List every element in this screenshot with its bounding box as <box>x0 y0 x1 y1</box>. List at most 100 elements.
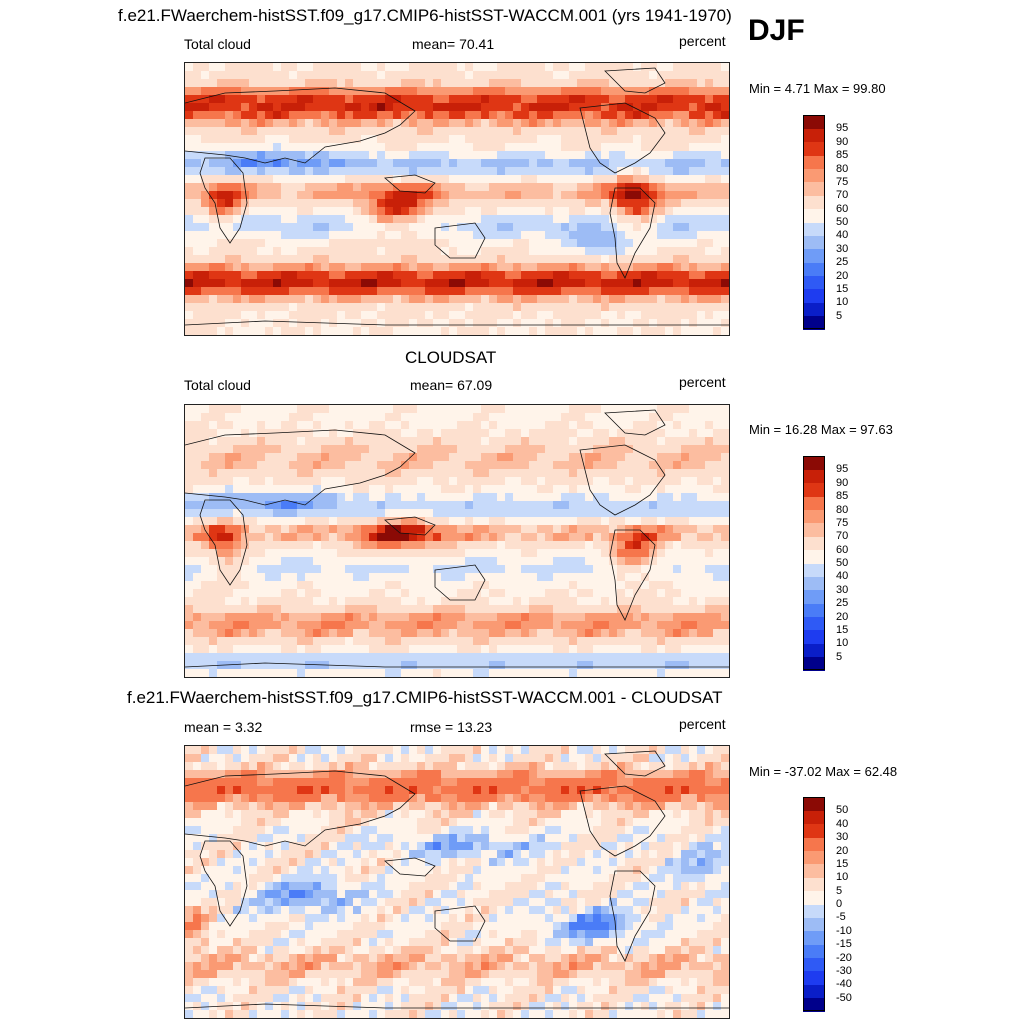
field-cell <box>401 119 410 128</box>
field-cell <box>401 629 410 638</box>
field-cell <box>561 669 570 677</box>
field-cell <box>345 135 354 144</box>
field-cell <box>337 565 346 574</box>
field-cell <box>489 565 498 574</box>
field-cell <box>225 143 234 152</box>
field-cell <box>369 279 378 288</box>
field-cell <box>529 754 538 763</box>
field-cell <box>697 509 706 518</box>
field-cell <box>329 223 338 232</box>
field-cell <box>641 135 650 144</box>
field-cell <box>489 279 498 288</box>
field-cell <box>265 143 274 152</box>
field-cell <box>497 319 506 328</box>
field-cell <box>353 159 362 168</box>
field-cell <box>513 413 522 422</box>
field-cell <box>585 589 594 598</box>
field-cell <box>481 746 490 755</box>
field-cell <box>337 151 346 160</box>
colorbar-swatch <box>803 509 825 524</box>
field-cell <box>385 565 394 574</box>
field-cell <box>385 429 394 438</box>
field-cell <box>473 509 482 518</box>
field-cell <box>585 461 594 470</box>
field-cell <box>225 287 234 296</box>
field-cell <box>297 533 306 542</box>
field-cell <box>361 127 370 136</box>
field-cell <box>697 255 706 264</box>
field-cell <box>193 493 202 502</box>
field-cell <box>321 469 330 478</box>
field-cell <box>241 247 250 256</box>
field-cell <box>249 215 258 224</box>
field-cell <box>617 87 626 96</box>
field-cell <box>625 327 634 335</box>
field-cell <box>449 525 458 534</box>
field-cell <box>505 485 514 494</box>
field-cell <box>281 311 290 320</box>
field-cell <box>241 581 250 590</box>
field-cell <box>561 509 570 518</box>
field-cell <box>569 175 578 184</box>
field-cell <box>537 199 546 208</box>
field-cell <box>489 770 498 779</box>
field-cell <box>481 645 490 654</box>
field-cell <box>209 485 218 494</box>
field-cell <box>489 445 498 454</box>
field-cell <box>689 541 698 550</box>
field-cell <box>361 311 370 320</box>
field-cell <box>433 319 442 328</box>
field-cell <box>425 159 434 168</box>
field-cell <box>545 223 554 232</box>
field-cell <box>441 413 450 422</box>
field-cell <box>545 517 554 526</box>
field-cell <box>569 453 578 462</box>
field-cell <box>225 573 234 582</box>
field-cell <box>617 557 626 566</box>
field-cell <box>465 477 474 486</box>
field-cell <box>577 103 586 112</box>
field-cell <box>481 207 490 216</box>
field-cell <box>297 215 306 224</box>
field-cell <box>537 549 546 558</box>
field-cell <box>617 247 626 256</box>
field-cell <box>641 183 650 192</box>
field-cell <box>217 461 226 470</box>
field-cell <box>281 103 290 112</box>
field-cell <box>217 79 226 88</box>
field-cell <box>497 263 506 272</box>
field-cell <box>409 653 418 662</box>
field-cell <box>201 629 210 638</box>
field-cell <box>289 255 298 264</box>
field-cell <box>609 327 618 335</box>
field-cell <box>569 215 578 224</box>
field-cell <box>513 437 522 446</box>
field-cell <box>281 653 290 662</box>
field-cell <box>497 653 506 662</box>
field-cell <box>265 263 274 272</box>
field-cell <box>393 303 402 312</box>
field-cell <box>521 183 530 192</box>
field-cell <box>217 263 226 272</box>
field-cell <box>529 295 538 304</box>
field-cell <box>449 287 458 296</box>
field-cell <box>473 263 482 272</box>
field-cell <box>377 613 386 622</box>
field-cell <box>713 605 722 614</box>
field-cell <box>449 581 458 590</box>
field-cell <box>713 637 722 646</box>
field-cell <box>521 303 530 312</box>
field-cell <box>233 119 242 128</box>
field-cell <box>337 453 346 462</box>
field-cell <box>465 175 474 184</box>
field-cell <box>569 429 578 438</box>
field-cell <box>193 541 202 550</box>
field-cell <box>265 287 274 296</box>
field-cell <box>721 103 729 112</box>
field-cell <box>265 549 274 558</box>
field-cell <box>457 453 466 462</box>
field-cell <box>225 215 234 224</box>
field-cell <box>265 661 274 670</box>
field-cell <box>577 215 586 224</box>
field-cell <box>329 533 338 542</box>
